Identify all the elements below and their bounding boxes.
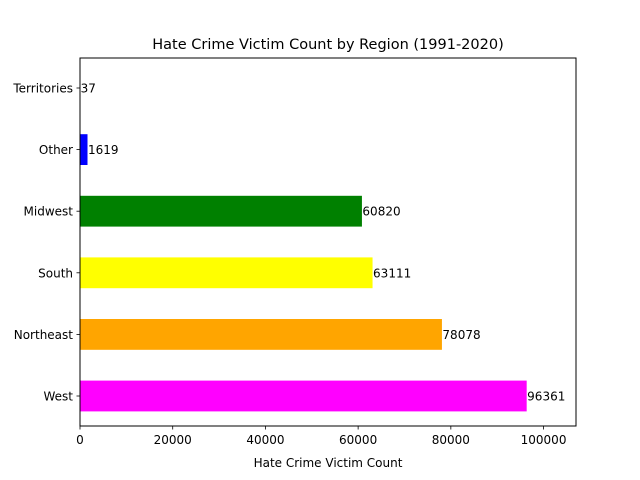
bar-midwest (80, 195, 362, 227)
x-tick-label-0: 0 (76, 433, 84, 447)
data-label-northeast: 78078 (442, 328, 480, 342)
data-label-midwest: 60820 (362, 205, 400, 219)
x-tick-label-100000: 100000 (521, 433, 567, 447)
data-label-other: 1619 (88, 143, 119, 157)
data-label-south: 63111 (373, 266, 411, 280)
data-label-territories: 37 (81, 82, 96, 96)
y-tick-label-south: South (38, 266, 73, 280)
x-tick-label-20000: 20000 (154, 433, 192, 447)
y-tick-label-other: Other (39, 143, 73, 157)
bar-west (80, 380, 527, 412)
data-label-west: 96361 (527, 390, 565, 404)
x-axis-label: Hate Crime Victim Count (254, 456, 403, 470)
data-labels-group: 96361 78078 63111 60820 1619 37 (81, 82, 566, 404)
bars-group (80, 72, 527, 412)
y-tick-label-west: West (43, 390, 73, 404)
bar-other (80, 134, 88, 165)
x-tick-label-80000: 80000 (432, 433, 470, 447)
y-axis: West Northeast South Midwest Other Territorie… (12, 82, 80, 404)
y-tick-label-midwest: Midwest (24, 205, 74, 219)
x-tick-label-40000: 40000 (246, 433, 284, 447)
x-tick-label-60000: 60000 (339, 433, 377, 447)
x-axis: 0 20000 40000 60000 80000 100000 (76, 426, 566, 447)
y-tick-label-northeast: Northeast (14, 328, 74, 342)
bar-northeast (80, 319, 442, 350)
plot-frame (79, 57, 577, 427)
bar-south (80, 257, 373, 289)
chart-title: Hate Crime Victim Count by Region (1991-… (152, 37, 503, 53)
y-tick-label-territories: Territories (12, 82, 73, 96)
